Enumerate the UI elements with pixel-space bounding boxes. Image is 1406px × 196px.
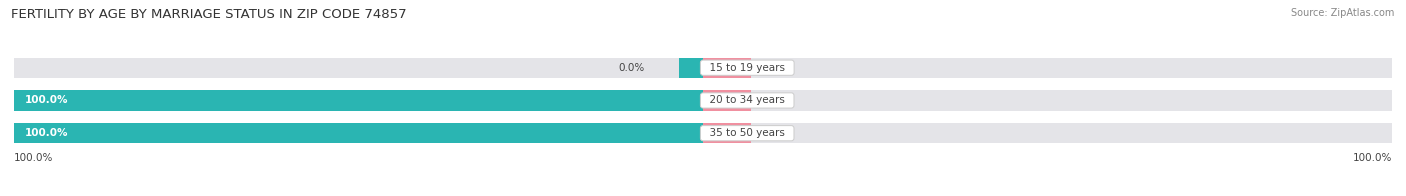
Bar	[14, 90, 703, 111]
Bar	[14, 123, 1392, 143]
Bar	[14, 58, 1392, 78]
Bar	[703, 58, 751, 78]
Text: 100.0%: 100.0%	[24, 95, 67, 105]
Text: 35 to 50 years: 35 to 50 years	[703, 128, 792, 138]
Text: Source: ZipAtlas.com: Source: ZipAtlas.com	[1291, 8, 1395, 18]
Text: 100.0%: 100.0%	[24, 128, 67, 138]
Text: 0.0%: 0.0%	[762, 95, 787, 105]
Text: FERTILITY BY AGE BY MARRIAGE STATUS IN ZIP CODE 74857: FERTILITY BY AGE BY MARRIAGE STATUS IN Z…	[11, 8, 406, 21]
Bar	[14, 90, 1392, 111]
Text: 15 to 19 years: 15 to 19 years	[703, 63, 792, 73]
Bar	[14, 123, 703, 143]
Text: 20 to 34 years: 20 to 34 years	[703, 95, 792, 105]
Text: 0.0%: 0.0%	[762, 128, 787, 138]
Text: 100.0%: 100.0%	[1353, 153, 1392, 163]
Bar	[703, 90, 751, 111]
Text: 0.0%: 0.0%	[762, 63, 787, 73]
Bar	[703, 123, 751, 143]
Text: 0.0%: 0.0%	[619, 63, 644, 73]
Bar	[679, 58, 703, 78]
Text: 100.0%: 100.0%	[14, 153, 53, 163]
